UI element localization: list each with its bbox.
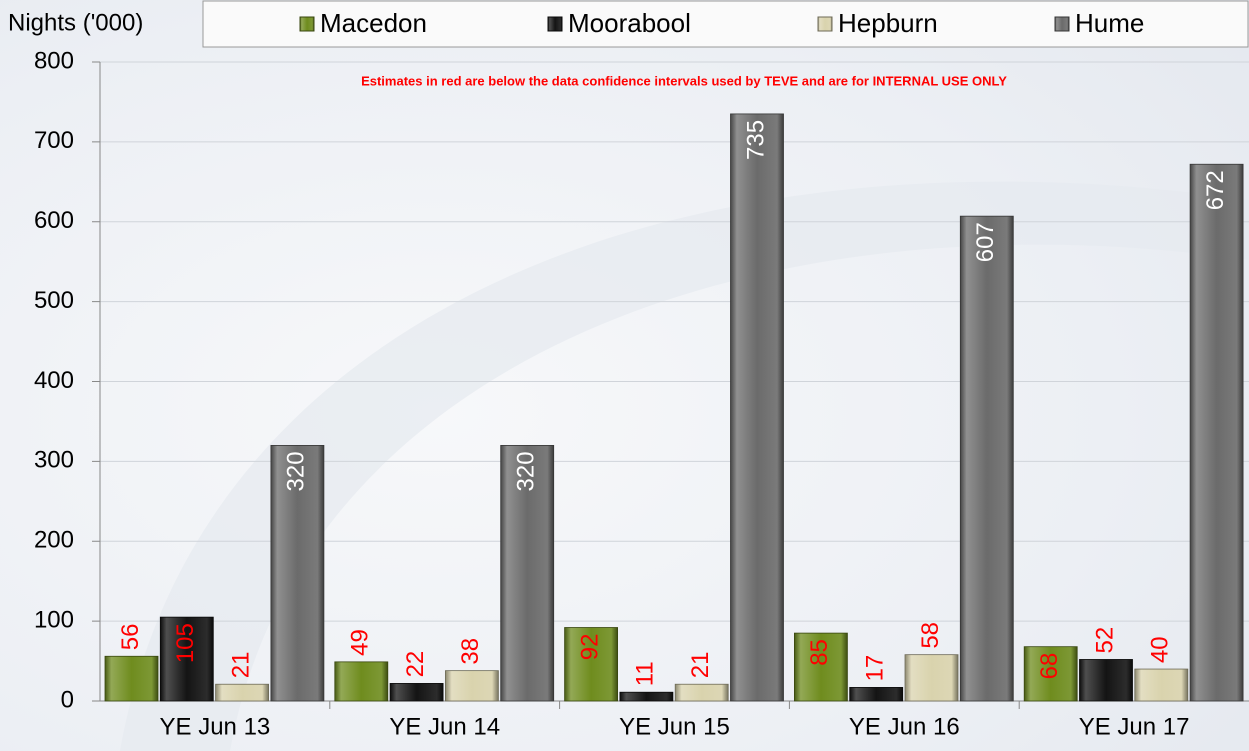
bar [904, 654, 959, 702]
y-tick-label: 200 [34, 527, 74, 554]
legend-label: Hume [1075, 8, 1144, 38]
legend-marker [1054, 16, 1070, 32]
legend-marker [299, 16, 315, 32]
bar [959, 215, 1014, 702]
bar [104, 655, 159, 702]
data-label: 21 [227, 652, 254, 679]
bar [730, 113, 784, 702]
bar [500, 444, 555, 702]
annotation: Estimates in red are below the data conf… [361, 73, 1007, 88]
legend-marker [547, 16, 563, 32]
data-label: 49 [347, 629, 374, 656]
x-tick-label: YE Jun 15 [619, 713, 730, 740]
y-tick-label: 300 [34, 447, 74, 474]
data-label: 11 [632, 661, 659, 686]
data-label: 320 [513, 451, 540, 491]
x-tick-label: YE Jun 14 [389, 713, 500, 740]
legend-box [202, 0, 1249, 48]
x-tick-label: YE Jun 13 [160, 713, 271, 740]
data-label: 56 [117, 624, 144, 651]
data-label: 68 [1036, 653, 1063, 680]
bar [794, 632, 848, 702]
data-label: 320 [283, 451, 310, 491]
data-label: 105 [172, 623, 199, 663]
data-label: 17 [862, 655, 889, 682]
bar [619, 691, 674, 702]
bar [1023, 646, 1078, 702]
data-label: 40 [1147, 636, 1174, 663]
y-tick-label: 700 [34, 127, 74, 154]
data-label: 607 [972, 222, 999, 262]
y-tick-label: 500 [34, 287, 74, 314]
bar [564, 627, 618, 702]
data-label: 52 [1091, 627, 1118, 654]
bar [444, 670, 499, 702]
data-label: 58 [917, 622, 944, 649]
y-tick-label: 400 [34, 367, 74, 394]
x-tick-label: YE Jun 16 [849, 713, 960, 740]
bar [1079, 659, 1133, 702]
y-tick-label: 600 [34, 207, 74, 234]
legend-label: Moorabool [568, 8, 691, 38]
bar [674, 683, 729, 702]
bar [1189, 163, 1244, 702]
legend-label: Hepburn [838, 8, 938, 38]
bar [270, 444, 325, 702]
data-label: 22 [402, 651, 429, 678]
bar [159, 616, 214, 702]
legend-label: Macedon [320, 8, 427, 38]
x-tick-label: YE Jun 17 [1079, 713, 1190, 740]
bar [215, 683, 270, 702]
y-axis-label: Nights ('000) [8, 9, 143, 36]
legend-marker [817, 16, 833, 32]
data-label: 38 [457, 638, 484, 665]
y-tick-label: 0 [61, 686, 74, 713]
data-label: 85 [806, 639, 833, 666]
bar [334, 661, 389, 702]
data-label: 21 [687, 652, 714, 679]
y-tick-label: 100 [34, 606, 74, 633]
data-label: 672 [1202, 170, 1229, 210]
bar [849, 687, 904, 702]
data-label: 735 [742, 120, 769, 160]
y-tick-label: 800 [34, 47, 74, 74]
bar [1134, 668, 1189, 702]
data-label: 92 [576, 634, 603, 661]
bar [389, 683, 444, 702]
